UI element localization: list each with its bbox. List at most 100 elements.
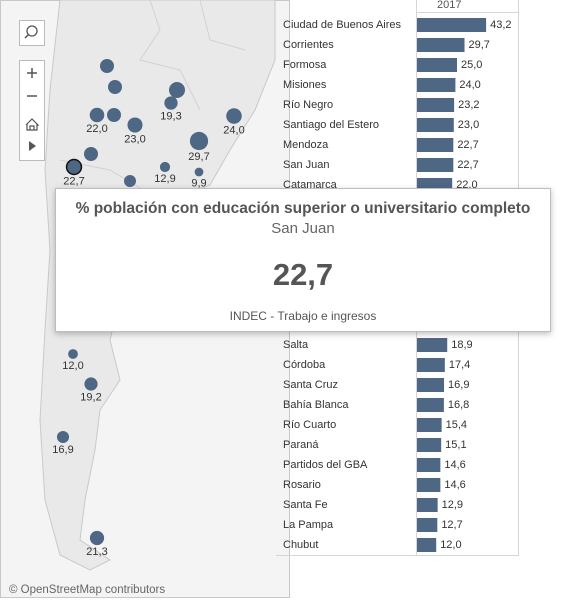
bar xyxy=(417,418,442,432)
map-bubble xyxy=(189,131,209,151)
row-label: Rosario xyxy=(283,479,321,491)
bar-value-label: 16,9 xyxy=(448,379,469,391)
map-search-button[interactable] xyxy=(19,20,45,46)
bar-value-label: 15,1 xyxy=(445,439,466,451)
map-bubble-unlabeled xyxy=(84,147,98,161)
search-icon xyxy=(26,25,38,37)
bar xyxy=(417,518,438,532)
zoom-in[interactable] xyxy=(27,68,37,78)
map-bubble xyxy=(65,158,83,176)
bar xyxy=(417,138,454,152)
bar-value-label: 17,4 xyxy=(449,359,470,371)
row-label: San Juan xyxy=(283,159,329,171)
bar-value-label: 14,6 xyxy=(444,459,465,471)
bar xyxy=(417,18,487,32)
bar-value-label: 25,0 xyxy=(461,59,482,71)
map-bubble-unlabeled xyxy=(124,175,136,187)
bar xyxy=(417,438,442,452)
map-bubble xyxy=(84,377,98,391)
map-bubble xyxy=(226,108,242,124)
home-button[interactable] xyxy=(25,118,39,131)
bar xyxy=(417,338,448,352)
row-label: Río Negro xyxy=(283,99,333,111)
row-label: Paraná xyxy=(283,439,319,451)
map-bubble-label: 23,0 xyxy=(124,133,145,145)
row-label: Ciudad de Buenos Aires xyxy=(283,19,402,31)
bar xyxy=(417,38,465,52)
expand-button[interactable] xyxy=(29,141,36,151)
map-bubble xyxy=(89,107,105,123)
map-bubble xyxy=(68,349,78,359)
bar-value-label: 29,7 xyxy=(469,39,490,51)
bar-value-label: 24,0 xyxy=(459,79,480,91)
row-label: Formosa xyxy=(283,59,327,71)
map-bubble-label: 19,2 xyxy=(80,392,101,404)
bar xyxy=(417,538,437,552)
row-label: Santa Fe xyxy=(283,499,328,511)
column-header: 2017 xyxy=(437,0,461,11)
bar-value-label: 23,0 xyxy=(458,119,479,131)
map-bubble xyxy=(159,161,171,173)
bar xyxy=(417,58,457,72)
bar xyxy=(417,478,441,492)
row-label: Catamarca xyxy=(283,179,338,191)
map-bubble-label: 12,0 xyxy=(62,360,83,372)
map-bubble-label: 12,9 xyxy=(154,173,175,185)
map-bubble-label: 19,3 xyxy=(160,111,181,123)
row-label: Salta xyxy=(283,339,309,351)
map-bubble-unlabeled xyxy=(108,80,122,94)
tooltip: % población con educación superior o uni… xyxy=(55,188,551,332)
bar-value-label: 18,9 xyxy=(451,339,472,351)
bar xyxy=(417,458,441,472)
map-bubble xyxy=(127,117,143,133)
map-bubble-label: 22,0 xyxy=(86,123,107,135)
row-label: Chubut xyxy=(283,539,318,551)
map-bubble-unlabeled xyxy=(100,59,114,73)
map-bubbles: 22,0 23,0 19,3 24,0 29,7 22,7 12,9 9,9 12,0 19,2 1… xyxy=(52,96,245,558)
bar xyxy=(417,118,454,132)
tooltip-subtitle: San Juan xyxy=(271,220,335,237)
tooltip-title: % población con educación superior o uni… xyxy=(75,200,531,217)
row-label: La Pampa xyxy=(283,519,334,531)
bar xyxy=(417,358,445,372)
row-label: Santa Cruz xyxy=(283,379,338,391)
borders xyxy=(54,0,246,311)
bar-value-label: 16,8 xyxy=(448,399,469,411)
map-bubble-label: 21,3 xyxy=(86,546,107,558)
bar xyxy=(417,158,454,172)
tooltip-source: INDEC - Trabajo e ingresos xyxy=(229,309,377,323)
map-bubble-label: 24,0 xyxy=(223,125,244,137)
map-bubble-label: 9,9 xyxy=(191,177,206,189)
map-bubble xyxy=(89,530,105,546)
bar-panel: 2017 Ciudad de Buenos Aires 43,2 Corriente… xyxy=(276,0,519,556)
row-label: Misiones xyxy=(283,79,327,91)
bar-value-label: 22,0 xyxy=(456,179,477,191)
row-label: Corrientes xyxy=(283,39,334,51)
map-bubble-unlabeled xyxy=(169,82,185,98)
bar-value-label: 43,2 xyxy=(490,19,511,31)
row-label: Río Cuarto xyxy=(283,419,336,431)
row-label: Córdoba xyxy=(283,359,326,371)
row-label: Bahía Blanca xyxy=(283,399,349,411)
map-bubble-label: 16,9 xyxy=(52,444,73,456)
bar xyxy=(417,398,444,412)
bar xyxy=(417,498,438,512)
bar xyxy=(417,98,455,112)
map-bubble-label: 22,7 xyxy=(63,175,84,187)
bar-value-label: 22,7 xyxy=(457,159,478,171)
bar-value-label: 14,6 xyxy=(444,479,465,491)
map-attribution: © OpenStreetMap contributors xyxy=(9,584,165,596)
bar-value-label: 22,7 xyxy=(457,139,478,151)
bar xyxy=(417,378,445,392)
bar-value-label: 23,2 xyxy=(458,99,479,111)
map-bubble-unlabeled xyxy=(107,108,121,122)
search-icon xyxy=(24,34,29,39)
row-label: Mendoza xyxy=(283,139,329,151)
map-bubble xyxy=(56,430,70,444)
land xyxy=(39,0,276,571)
tooltip-value: 22,7 xyxy=(272,257,334,292)
map-bubble xyxy=(194,167,204,177)
bar xyxy=(417,78,456,92)
bar-value-label: 15,4 xyxy=(446,419,467,431)
